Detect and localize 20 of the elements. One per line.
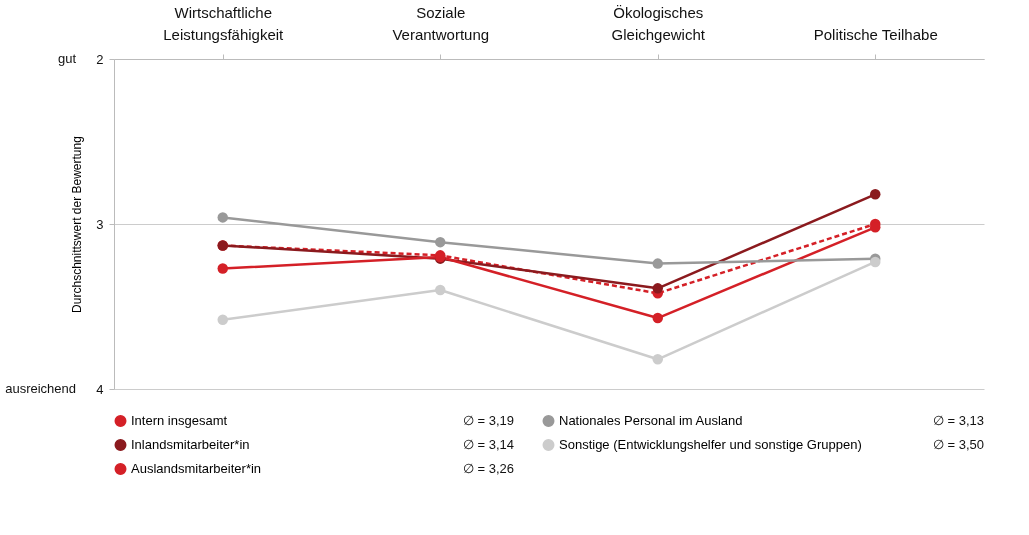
x-tick-label: Soziale Verantwortung — [392, 3, 490, 43]
legend-label: Auslandsmitarbeiter*in — [131, 461, 262, 476]
x-tick-label: Ökologisches Gleichgewicht — [611, 3, 706, 43]
text: ∅ = 3,50 — [932, 437, 984, 452]
legend-label: Sonstige (Entwicklungshelfer und sonstige Gruppen) — [559, 437, 862, 452]
y-tick-label: 2 — [96, 51, 104, 67]
text: gut — [57, 51, 77, 66]
legend-label: Intern insgesamt — [131, 413, 228, 428]
text: ∅ = 3,14 — [462, 437, 514, 452]
text: ausreichend — [5, 381, 76, 396]
legend-label: Inlandsmitarbeiter*in — [131, 437, 250, 452]
text: ∅ = 3,19 — [462, 413, 514, 428]
text: ∅ = 3,26 — [462, 461, 514, 476]
legend-label: Nationales Personal im Ausland — [559, 413, 743, 428]
text: ∅ = 3,13 — [932, 413, 984, 428]
y-axis-title: Durchschnittswert der Bewertung — [70, 136, 85, 313]
x-tick-label: Politische Teilhabe — [813, 25, 938, 43]
y-tick-label: 3 — [96, 216, 104, 232]
x-tick-label: Wirtschaftliche Leistungsfähigkeit — [163, 3, 285, 43]
y-tick-label: 4 — [96, 381, 104, 397]
